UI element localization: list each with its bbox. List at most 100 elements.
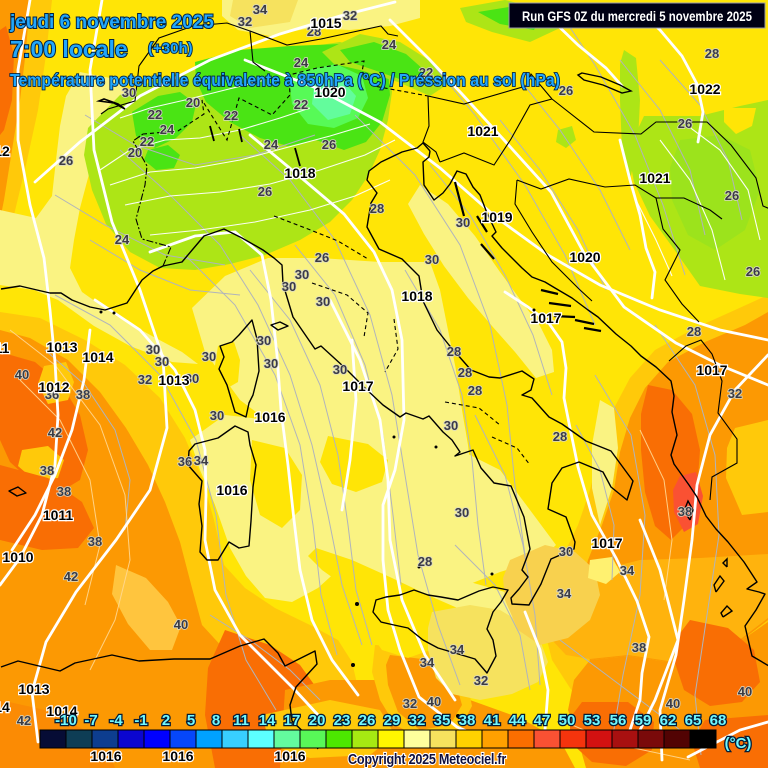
svg-text:1022: 1022 xyxy=(689,81,720,97)
svg-text:1018: 1018 xyxy=(401,288,432,304)
svg-text:42: 42 xyxy=(17,713,31,728)
svg-text:(°C): (°C) xyxy=(725,735,752,752)
svg-text:23: 23 xyxy=(334,712,351,729)
svg-text:22: 22 xyxy=(224,108,238,123)
svg-text:34: 34 xyxy=(253,2,268,17)
svg-text:1021: 1021 xyxy=(639,170,670,186)
svg-text:32: 32 xyxy=(343,8,357,23)
svg-text:40: 40 xyxy=(738,684,752,699)
svg-text:1020: 1020 xyxy=(314,84,345,100)
svg-text:38: 38 xyxy=(57,484,71,499)
svg-text:40: 40 xyxy=(15,367,29,382)
svg-text:26: 26 xyxy=(559,83,573,98)
svg-text:28: 28 xyxy=(468,383,482,398)
svg-text:68: 68 xyxy=(710,712,727,729)
svg-text:1017: 1017 xyxy=(342,378,373,394)
svg-text:22: 22 xyxy=(148,107,162,122)
svg-text:12: 12 xyxy=(0,143,10,159)
svg-text:53: 53 xyxy=(584,712,601,729)
svg-text:20: 20 xyxy=(309,712,326,729)
svg-text:-10: -10 xyxy=(55,712,77,729)
svg-text:30: 30 xyxy=(282,279,296,294)
svg-text:30: 30 xyxy=(295,267,309,282)
svg-text:40: 40 xyxy=(174,617,188,632)
svg-text:26: 26 xyxy=(725,188,739,203)
svg-text:28: 28 xyxy=(370,201,384,216)
svg-text:32: 32 xyxy=(728,386,742,401)
svg-text:14: 14 xyxy=(259,712,276,729)
svg-text:30: 30 xyxy=(456,215,470,230)
svg-text:24: 24 xyxy=(382,37,397,52)
svg-text:30: 30 xyxy=(210,408,224,423)
svg-text:1013: 1013 xyxy=(18,681,49,697)
svg-text:28: 28 xyxy=(705,46,719,61)
svg-text:Run GFS 0Z du mercredi 5 novem: Run GFS 0Z du mercredi 5 novembre 2025 xyxy=(522,9,752,24)
svg-text:1016: 1016 xyxy=(254,409,285,425)
svg-text:26: 26 xyxy=(359,712,376,729)
svg-text:26: 26 xyxy=(258,184,272,199)
svg-text:50: 50 xyxy=(559,712,576,729)
svg-text:56: 56 xyxy=(610,712,627,729)
svg-text:59: 59 xyxy=(635,712,652,729)
svg-text:28: 28 xyxy=(307,24,321,39)
svg-text:24: 24 xyxy=(264,137,279,152)
svg-text:34: 34 xyxy=(194,453,209,468)
svg-text:(+30h): (+30h) xyxy=(148,40,193,57)
svg-text:30: 30 xyxy=(202,349,216,364)
svg-text:47: 47 xyxy=(534,712,551,729)
svg-text:30: 30 xyxy=(122,85,136,100)
svg-text:-4: -4 xyxy=(109,712,123,729)
svg-text:Copyright 2025 Meteociel.fr: Copyright 2025 Meteociel.fr xyxy=(348,752,507,768)
svg-text:34: 34 xyxy=(420,655,435,670)
svg-text:38: 38 xyxy=(459,712,476,729)
svg-text:Température potentielle équiva: Température potentielle équivalente à 85… xyxy=(10,70,560,90)
svg-text:-1: -1 xyxy=(134,712,147,729)
svg-text:jeudi 6 novembre 2025: jeudi 6 novembre 2025 xyxy=(9,12,214,33)
svg-text:1020: 1020 xyxy=(569,249,600,265)
svg-text:1016: 1016 xyxy=(90,748,121,764)
svg-text:36: 36 xyxy=(45,387,59,402)
svg-text:1017: 1017 xyxy=(591,535,622,551)
svg-text:24: 24 xyxy=(115,232,130,247)
svg-text:8: 8 xyxy=(212,712,220,729)
svg-text:28: 28 xyxy=(418,554,432,569)
svg-text:35: 35 xyxy=(434,712,451,729)
svg-text:42: 42 xyxy=(64,569,78,584)
svg-text:38: 38 xyxy=(40,463,54,478)
svg-text:30: 30 xyxy=(155,354,169,369)
svg-text:1017: 1017 xyxy=(530,310,561,326)
svg-text:24: 24 xyxy=(294,55,309,70)
svg-text:30: 30 xyxy=(264,356,278,371)
svg-text:30: 30 xyxy=(146,342,160,357)
svg-text:30: 30 xyxy=(185,371,199,386)
svg-text:38: 38 xyxy=(76,387,90,402)
svg-text:2: 2 xyxy=(162,712,170,729)
svg-text:1012: 1012 xyxy=(38,379,69,395)
svg-text:22: 22 xyxy=(419,65,433,80)
svg-text:40: 40 xyxy=(427,694,441,709)
svg-text:32: 32 xyxy=(138,372,152,387)
svg-text:1013: 1013 xyxy=(158,372,189,388)
svg-text:1016: 1016 xyxy=(216,482,247,498)
svg-text:62: 62 xyxy=(660,712,677,729)
svg-text:30: 30 xyxy=(455,505,469,520)
svg-text:1019: 1019 xyxy=(481,209,512,225)
svg-text:1016: 1016 xyxy=(274,748,305,764)
svg-text:5: 5 xyxy=(187,712,195,729)
svg-text:1018: 1018 xyxy=(284,165,315,181)
svg-text:1015: 1015 xyxy=(310,15,341,31)
svg-text:40: 40 xyxy=(666,696,680,711)
svg-text:32: 32 xyxy=(238,14,252,29)
svg-text:41: 41 xyxy=(484,712,501,729)
svg-text:-7: -7 xyxy=(84,712,97,729)
svg-text:26: 26 xyxy=(678,116,692,131)
svg-text:7:00 locale: 7:00 locale xyxy=(10,36,128,62)
svg-text:38: 38 xyxy=(632,640,646,655)
svg-text:20: 20 xyxy=(186,95,200,110)
svg-text:28: 28 xyxy=(458,365,472,380)
svg-text:34: 34 xyxy=(620,563,635,578)
svg-text:1014: 1014 xyxy=(46,703,77,719)
svg-text:26: 26 xyxy=(59,153,73,168)
svg-text:24: 24 xyxy=(160,122,175,137)
svg-text:30: 30 xyxy=(316,294,330,309)
